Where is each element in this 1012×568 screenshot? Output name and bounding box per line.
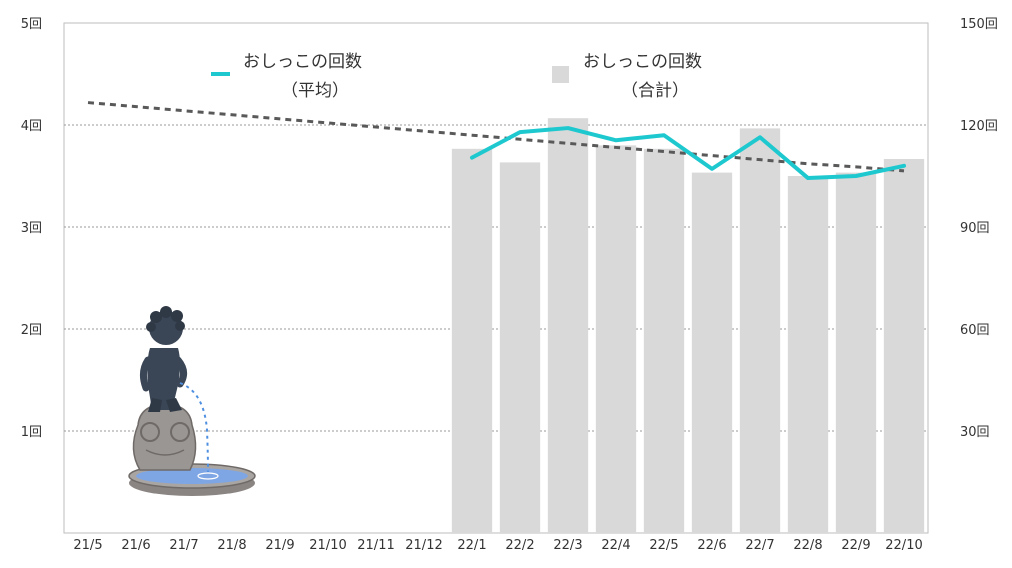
bar [883,159,925,533]
x-tick-label: 21/8 [217,538,246,553]
plot-area [63,22,929,534]
left-tick-label: 3回 [21,221,42,236]
x-tick-label: 21/10 [309,538,346,553]
left-axis: 1回 2回 3回 4回 5回 [21,17,42,440]
right-tick-label: 120回 [960,119,998,134]
x-tick-label: 22/4 [601,538,630,553]
x-tick-label: 22/6 [697,538,726,553]
x-tick-label: 22/3 [553,538,582,553]
legend-bar-label-2: （合計） [621,81,689,101]
x-tick-label: 21/5 [73,538,102,553]
right-tick-label: 90回 [960,221,990,236]
x-tick-label: 21/9 [265,538,294,553]
x-tick-label: 22/9 [841,538,870,553]
legend: おしっこの回数 （平均） おしっこの回数 （合計） [211,52,702,101]
bar [835,172,877,533]
right-tick-label: 150回 [960,17,998,32]
x-tick-label: 21/7 [169,538,198,553]
average-line [470,126,906,181]
manneken-pis-fountain-illustration [128,306,256,496]
average-line-series [470,126,906,181]
left-tick-label: 5回 [21,17,42,32]
x-tick-label: 22/5 [649,538,678,553]
x-tick-label: 22/1 [457,538,486,553]
x-tick-label: 22/10 [885,538,922,553]
left-tick-label: 2回 [21,323,42,338]
right-tick-label: 60回 [960,323,990,338]
legend-line-label-1: おしっこの回数 [243,52,362,72]
bar [451,148,493,534]
x-tick-label: 22/8 [793,538,822,553]
trend-series [87,101,905,173]
left-tick-label: 1回 [21,425,42,440]
trend-line [87,101,905,173]
legend-bar-label-1: おしっこの回数 [583,52,702,72]
right-tick-label: 30回 [960,425,990,440]
legend-bar-swatch [552,66,569,83]
x-tick-label: 21/11 [357,538,394,553]
x-tick-label: 21/6 [121,538,150,553]
bar [547,118,589,533]
left-tick-label: 4回 [21,119,42,134]
bar [595,145,637,533]
bar [787,176,829,533]
x-tick-label: 22/7 [745,538,774,553]
x-tick-label: 22/2 [505,538,534,553]
legend-line-swatch [211,72,230,76]
bar [643,148,685,534]
bar [691,172,733,533]
x-tick-label: 21/12 [405,538,442,553]
x-axis: 21/5 21/6 21/7 21/8 21/9 21/10 21/11 21/12 22/1 2… [73,538,922,553]
right-axis: 30回 60回 90回 120回 150回 [960,17,998,440]
bar [499,162,541,533]
bar-series [451,118,925,534]
bar [739,128,781,533]
legend-line-label-2: （平均） [281,81,349,101]
